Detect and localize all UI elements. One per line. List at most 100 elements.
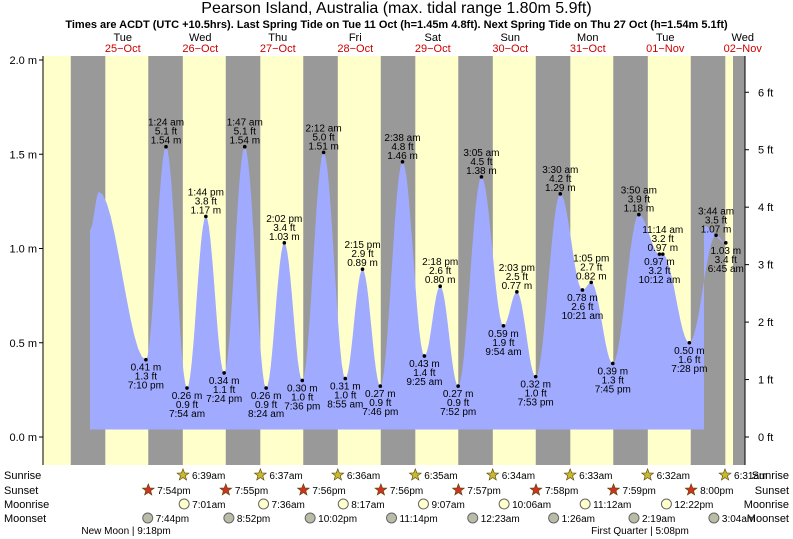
tide-time-label: 1:05 pm bbox=[573, 253, 609, 264]
sunrise-icon bbox=[718, 467, 732, 481]
night-band bbox=[733, 56, 745, 465]
tide-m-label: 0.26 m bbox=[172, 391, 203, 402]
tide-ft-label: 1.0 ft bbox=[291, 392, 313, 403]
tide-ft-label: 3.2 ft bbox=[648, 266, 670, 277]
y-tick-label-ft: 5 ft bbox=[758, 145, 773, 157]
tide-ft-label: 0.9 ft bbox=[369, 398, 391, 409]
tide-time-label: 3:30 am bbox=[542, 165, 578, 176]
tide-m-label: 0.50 m bbox=[674, 346, 705, 357]
tide-time-label: 2:03 pm bbox=[499, 263, 535, 274]
moonset-icon bbox=[628, 512, 640, 524]
date-label: 26−Oct bbox=[182, 43, 218, 55]
tide-m-label: 0.41 m bbox=[131, 363, 162, 374]
y-tick-label-m: 2.0 m bbox=[9, 55, 37, 67]
tide-ft-label: 2.6 ft bbox=[429, 266, 451, 277]
tide-time-label: 3:05 am bbox=[463, 148, 499, 159]
tide-m-label: 1.46 m bbox=[387, 151, 418, 162]
tide-time-label: 9:25 am bbox=[406, 377, 442, 388]
tide-point bbox=[144, 357, 148, 362]
tide-point bbox=[479, 175, 484, 179]
tide-point bbox=[164, 144, 168, 149]
tide-m-label: 0.82 m bbox=[576, 271, 607, 282]
sunset-icon bbox=[141, 482, 156, 496]
tide-time-label: 6:45 am bbox=[708, 264, 744, 275]
moonset-icon bbox=[708, 512, 720, 524]
tide-ft-label: 1.0 ft bbox=[334, 391, 356, 402]
sunset-time: 7:55pm bbox=[235, 486, 268, 497]
row-label-left: Moonrise bbox=[4, 499, 49, 511]
tide-point bbox=[660, 252, 665, 256]
day-label: Mon bbox=[577, 32, 598, 44]
tide-ft-label: 1.9 ft bbox=[492, 338, 514, 349]
tide-time-label: 3:50 am bbox=[621, 186, 657, 197]
day-label: Sat bbox=[424, 32, 441, 44]
tide-point bbox=[282, 241, 287, 245]
tide-m-label: 0.32 m bbox=[520, 380, 551, 391]
tide-m-label: 1.18 m bbox=[624, 204, 655, 215]
tide-time-label: 2:18 pm bbox=[422, 257, 458, 268]
tide-point bbox=[321, 150, 326, 155]
tide-m-label: 0.78 m bbox=[567, 293, 598, 304]
tide-m-label: 0.39 m bbox=[597, 366, 628, 377]
sunset-time: 7:54pm bbox=[157, 486, 190, 497]
tide-m-label: 0.31 m bbox=[330, 382, 361, 393]
sunset-time: 7:56pm bbox=[390, 486, 423, 497]
tide-area bbox=[90, 146, 726, 430]
sunrise-time: 6:34am bbox=[502, 471, 535, 482]
tide-ft-label: 2.9 ft bbox=[351, 249, 373, 260]
moonrise-icon bbox=[660, 498, 672, 510]
tide-point bbox=[222, 371, 226, 375]
tide-ft-label: 1.4 ft bbox=[413, 368, 435, 379]
tide-m-label: 0.43 m bbox=[409, 359, 440, 370]
tide-time-label: 7:24 pm bbox=[206, 394, 242, 405]
sunset-time: 7:59pm bbox=[623, 486, 656, 497]
tide-m-label: 0.59 m bbox=[488, 329, 519, 340]
sunrise-icon bbox=[408, 467, 423, 481]
row-label-right: Moonset bbox=[747, 513, 789, 525]
tide-point bbox=[300, 378, 305, 383]
sunset-icon bbox=[684, 482, 698, 496]
tide-ft-label: 2.5 ft bbox=[506, 272, 528, 283]
tide-time-label: 7:52 pm bbox=[440, 407, 476, 418]
day-label: Thu bbox=[268, 32, 287, 44]
tide-m-label: 1.38 m bbox=[466, 166, 497, 177]
sunset-time: 7:58pm bbox=[545, 486, 578, 497]
day-label: Fri bbox=[349, 32, 362, 44]
y-tick-label-ft: 6 ft bbox=[758, 87, 773, 99]
date-label: 30−Oct bbox=[492, 43, 528, 55]
moonrise-time: 12:22pm bbox=[674, 500, 713, 511]
tide-time-label: 2:12 am bbox=[306, 123, 342, 134]
tide-m-label: 1.29 m bbox=[545, 183, 576, 194]
tide-ft-label: 2.7 ft bbox=[580, 262, 602, 273]
date-label: 31−Oct bbox=[570, 43, 606, 55]
moonset-icon bbox=[142, 512, 154, 524]
tide-point bbox=[558, 192, 563, 196]
tide-time-label: 7:53 pm bbox=[518, 398, 554, 409]
tide-time-label: 1:44 pm bbox=[188, 187, 224, 198]
row-label-right: Sunset bbox=[755, 485, 789, 497]
day-label: Wed bbox=[732, 32, 754, 44]
sunset-icon bbox=[606, 482, 621, 496]
tide-point bbox=[723, 241, 728, 245]
y-tick-label-ft: 1 ft bbox=[758, 375, 773, 387]
tide-ft-label: 4.5 ft bbox=[470, 157, 492, 168]
sunset-icon bbox=[451, 482, 466, 496]
sunset-icon bbox=[374, 482, 388, 496]
moonrise-icon bbox=[178, 498, 190, 510]
moonset-time: 12:23am bbox=[481, 514, 520, 525]
tide-point bbox=[501, 323, 506, 328]
chart-subtitle: Times are ACDT (UTC +10.5hrs). Last Spri… bbox=[65, 19, 728, 31]
moonrise-time: 7:01am bbox=[192, 500, 225, 511]
tide-point bbox=[185, 386, 189, 390]
tide-point bbox=[657, 252, 662, 256]
sunrise-time: 6:31am bbox=[734, 471, 767, 482]
sunrise-time: 6:35am bbox=[424, 471, 457, 482]
tide-time-label: 10:12 am bbox=[639, 275, 681, 286]
moonrise-time: 9:07am bbox=[431, 500, 464, 511]
day-label: Tue bbox=[656, 32, 675, 44]
tide-time-label: 7:45 pm bbox=[595, 384, 631, 395]
tide-point bbox=[637, 212, 641, 217]
y-tick-label-m: 0.0 m bbox=[9, 432, 37, 444]
tide-ft-label: 2.6 ft bbox=[571, 302, 593, 313]
tide-ft-label: 1.1 ft bbox=[213, 385, 235, 396]
